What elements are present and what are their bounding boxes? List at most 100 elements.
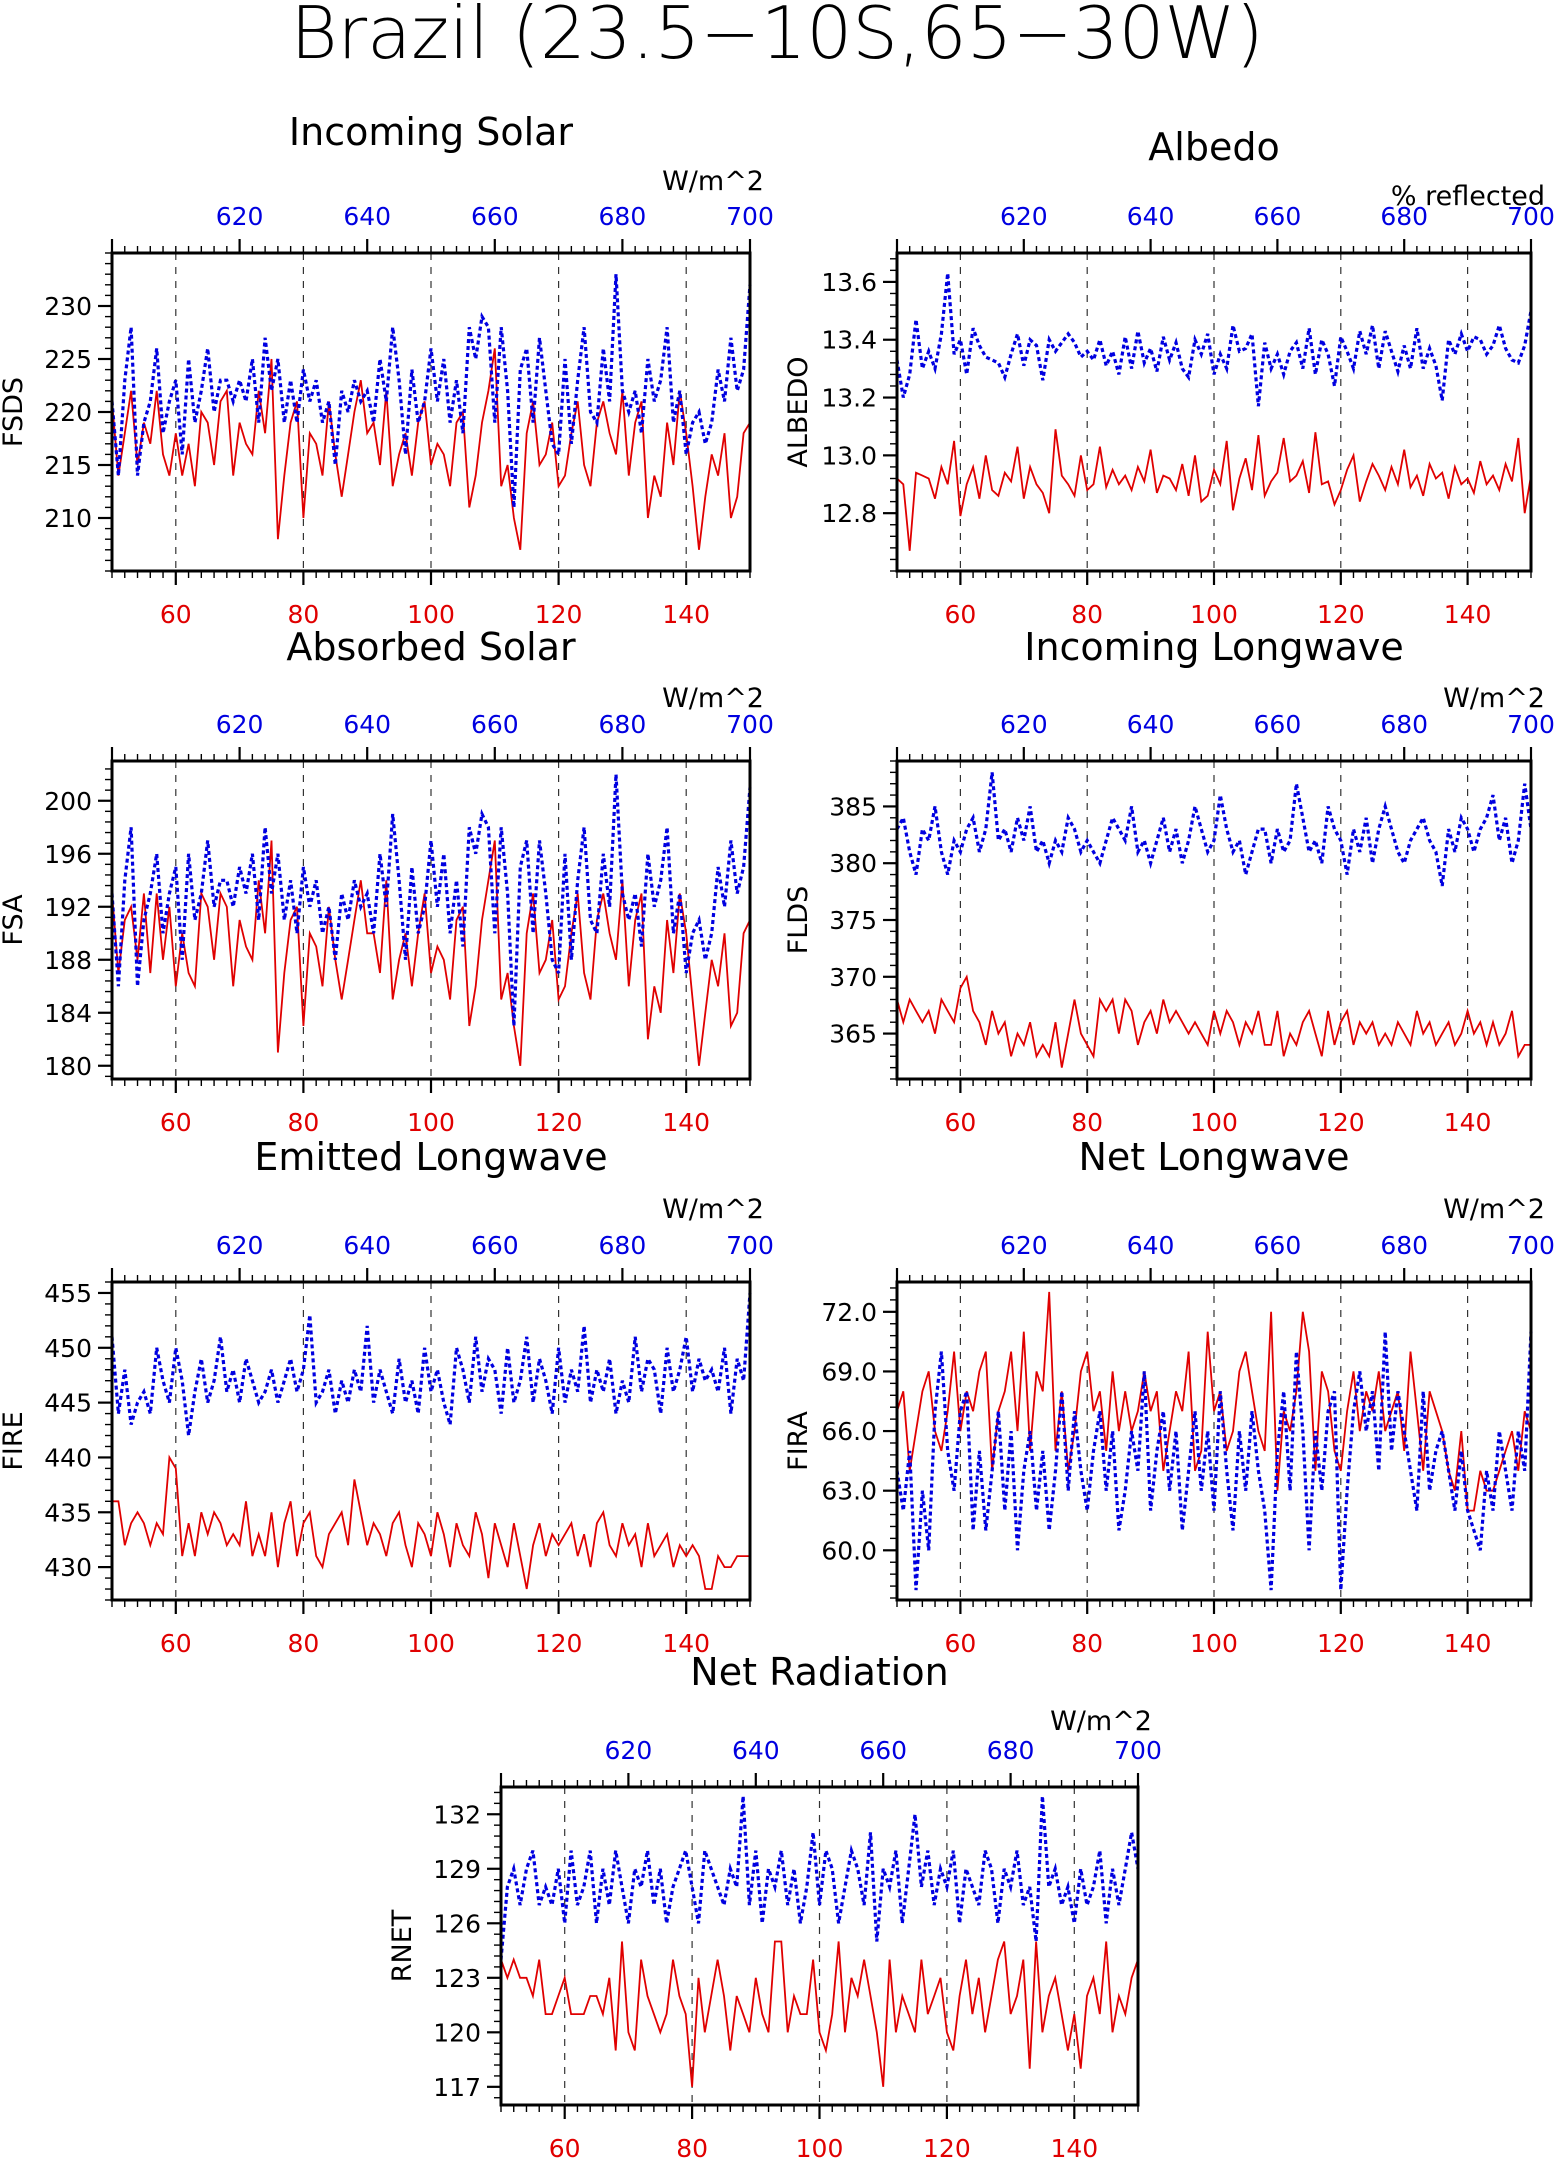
- chart-panel-2: Albedo % reflected 60 80 100 120 140 620 640 660 6…: [783, 125, 1554, 629]
- x-tick-label-bottom: 80: [1071, 1108, 1103, 1137]
- x-tick-label-bottom: 100: [1190, 1629, 1238, 1658]
- y-tick-label: 132: [433, 1800, 481, 1829]
- x-tick-label-top: 680: [599, 710, 647, 739]
- x-tick-label-top: 620: [1000, 710, 1048, 739]
- units-label: W/m^2: [662, 683, 764, 714]
- y-tick-label: 63.0: [821, 1477, 877, 1506]
- x-tick-label-top: 680: [1380, 710, 1428, 739]
- y-tick-label: 210: [44, 504, 92, 533]
- x-tick-label-bottom: 100: [796, 2134, 844, 2160]
- x-tick-label-top: 620: [1000, 202, 1048, 231]
- x-tick-label-top: 660: [1254, 202, 1302, 231]
- x-tick-label-bottom: 120: [1317, 1108, 1365, 1137]
- x-tick-label-top: 640: [343, 710, 391, 739]
- units-label: W/m^2: [662, 166, 764, 197]
- chart-title: Albedo: [1148, 125, 1279, 169]
- x-tick-label-top: 620: [216, 202, 264, 231]
- y-tick-label: 13.4: [821, 326, 877, 355]
- x-tick-label-bottom: 60: [160, 1108, 192, 1137]
- y-tick-label: 129: [433, 1855, 481, 1884]
- y-tick-label: 13.6: [821, 268, 877, 297]
- series-line-blue: [895, 273, 1533, 407]
- x-tick-label-top: 700: [1114, 1736, 1162, 1765]
- y-tick-label: 225: [44, 345, 92, 374]
- y-tick-label: 445: [44, 1389, 92, 1418]
- series-line-red: [111, 348, 751, 550]
- x-tick-label-bottom: 140: [1050, 2134, 1098, 2160]
- x-tick-label-top: 680: [1380, 202, 1428, 231]
- x-tick-label-bottom: 120: [1317, 600, 1365, 629]
- y-tick-label: 120: [433, 2018, 481, 2047]
- y-tick-label: 184: [44, 999, 92, 1028]
- units-label: W/m^2: [1443, 683, 1545, 714]
- y-tick-label: 455: [44, 1279, 92, 1308]
- y-axis-label: ALBEDO: [783, 356, 814, 467]
- x-tick-label-bottom: 60: [160, 1629, 192, 1658]
- x-tick-label-top: 680: [987, 1736, 1035, 1765]
- x-tick-label-bottom: 140: [1444, 1108, 1492, 1137]
- y-tick-label: 380: [829, 849, 877, 878]
- x-tick-label-bottom: 120: [1317, 1629, 1365, 1658]
- y-tick-label: 69.0: [821, 1357, 877, 1386]
- x-tick-label-top: 700: [1507, 202, 1554, 231]
- chart-title: Incoming Solar: [289, 110, 574, 154]
- chart-panel-4: Incoming Longwave W/m^2 60 80 100 120 140 620 64…: [783, 625, 1554, 1137]
- y-tick-label: 196: [44, 840, 92, 869]
- y-tick-label: 365: [829, 1020, 877, 1049]
- series-line-red: [111, 840, 751, 1066]
- x-tick-label-bottom: 100: [1190, 1108, 1238, 1137]
- y-tick-label: 117: [433, 2073, 481, 2102]
- x-tick-label-bottom: 80: [287, 1629, 319, 1658]
- x-tick-label-bottom: 140: [662, 1108, 710, 1137]
- y-tick-label: 440: [44, 1443, 92, 1472]
- series-line-blue: [499, 1795, 1140, 1960]
- y-tick-label: 192: [44, 893, 92, 922]
- x-tick-label-bottom: 140: [662, 600, 710, 629]
- chart-panel-5: Emitted Longwave W/m^2 60 80 100 120 140 620 640…: [0, 1135, 774, 1658]
- chart-title: Emitted Longwave: [254, 1135, 607, 1179]
- units-label: W/m^2: [662, 1194, 764, 1225]
- series-line-blue: [895, 1331, 1533, 1591]
- y-tick-label: 72.0: [821, 1298, 877, 1327]
- chart-panel-3: Absorbed Solar W/m^2 60 80 100 120 140 620 640 66…: [0, 625, 774, 1137]
- y-axis-label: FIRE: [0, 1411, 29, 1470]
- x-tick-label-bottom: 100: [407, 1629, 455, 1658]
- x-tick-label-bottom: 80: [287, 1108, 319, 1137]
- chart-panel-1: Incoming Solar W/m^2 60 80 100 120 140 620 640 66…: [0, 110, 774, 629]
- x-tick-label-top: 620: [1000, 1231, 1048, 1260]
- x-tick-label-top: 640: [343, 1231, 391, 1260]
- x-tick-label-bottom: 100: [407, 1108, 455, 1137]
- x-tick-label-bottom: 80: [676, 2134, 708, 2160]
- x-tick-label-top: 660: [471, 202, 519, 231]
- y-axis-label: FSA: [0, 894, 29, 946]
- x-tick-label-top: 660: [471, 710, 519, 739]
- y-tick-label: 370: [829, 963, 877, 992]
- x-tick-label-bottom: 100: [1190, 600, 1238, 629]
- series-line-blue: [895, 772, 1533, 887]
- x-tick-label-bottom: 60: [944, 1108, 976, 1137]
- x-tick-label-top: 620: [216, 710, 264, 739]
- x-tick-label-top: 700: [726, 1231, 774, 1260]
- chart-title: Incoming Longwave: [1024, 625, 1403, 669]
- x-tick-label-top: 660: [1254, 1231, 1302, 1260]
- page-title: Brazil (23.5−10S,65−30W): [290, 0, 1263, 75]
- x-tick-label-top: 680: [599, 202, 647, 231]
- y-axis-label: FIRA: [783, 1411, 814, 1471]
- units-label: % reflected: [1391, 181, 1545, 212]
- y-tick-label: 60.0: [821, 1536, 877, 1565]
- x-tick-label-bottom: 120: [535, 1629, 583, 1658]
- x-tick-label-bottom: 80: [1071, 1629, 1103, 1658]
- x-tick-label-top: 700: [1507, 1231, 1554, 1260]
- y-axis-label: FSDS: [0, 377, 29, 447]
- x-tick-label-bottom: 140: [662, 1629, 710, 1658]
- y-tick-label: 230: [44, 292, 92, 321]
- units-label: W/m^2: [1443, 1194, 1545, 1225]
- y-tick-label: 12.8: [821, 499, 877, 528]
- y-tick-label: 430: [44, 1553, 92, 1582]
- x-tick-label-top: 640: [343, 202, 391, 231]
- chart-title: Absorbed Solar: [286, 625, 576, 669]
- y-tick-label: 180: [44, 1052, 92, 1081]
- series-line-red: [112, 1454, 750, 1590]
